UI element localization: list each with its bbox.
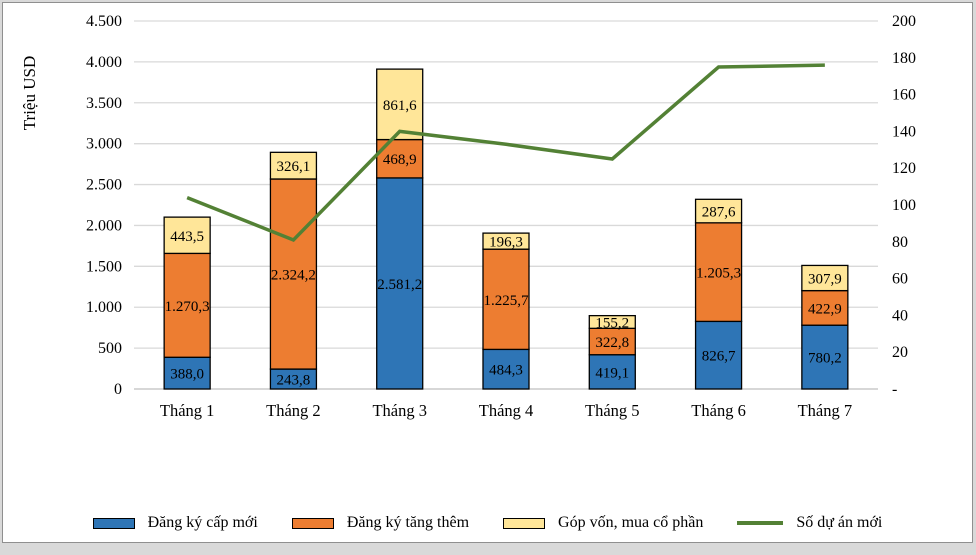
bar-segment (588, 327, 636, 356)
bar-value-label: 443,5 (170, 229, 204, 245)
bar-value-label: 484,3 (489, 363, 523, 379)
legend-item-so-du-an-moi: Số dự án mới (737, 514, 882, 532)
bar-value-label: 826,7 (702, 349, 736, 365)
x-axis-label: Tháng 2 (266, 401, 321, 420)
bar-segment (801, 264, 849, 292)
left-axis-tick-label: 3.000 (86, 136, 122, 153)
right-axis-tick-label: 200 (892, 13, 916, 30)
x-axis-label: Tháng 7 (798, 401, 853, 420)
bar-value-label: 326,1 (277, 159, 311, 175)
right-axis-tick-label: 140 (892, 123, 916, 140)
bar-segment (269, 178, 318, 370)
left-axis-tick-label: 3.500 (86, 95, 122, 112)
left-axis-tick-label: 4.500 (86, 13, 122, 30)
legend-item-gop-von-mua-co-phan: Góp vốn, mua cổ phần (503, 514, 703, 532)
right-axis-tick-label: 160 (892, 87, 916, 104)
bar-value-label: 419,1 (595, 365, 629, 381)
bar-value-label: 1.205,3 (696, 266, 741, 282)
legend-swatch-new-registration (92, 517, 135, 529)
bar-value-label: 388,0 (170, 367, 204, 383)
bar-segment (801, 324, 849, 390)
legend-swatch-line-series (737, 521, 784, 525)
right-axis-tick-label: 100 (892, 197, 916, 214)
bar-value-label: 1.225,7 (484, 293, 530, 309)
right-axis-tick-label: 20 (892, 344, 908, 361)
bar-value-label: 322,8 (595, 335, 629, 351)
left-axis-title: Triệu USD (20, 56, 39, 130)
left-axis-tick-label: 2.500 (86, 177, 122, 194)
right-axis-tick-label: 60 (892, 271, 908, 288)
bar-value-label: 468,9 (383, 152, 417, 168)
bar-value-label: 2.324,2 (271, 268, 316, 284)
bar-segment (482, 348, 530, 390)
bar-segment (694, 198, 743, 224)
x-axis-label: Tháng 5 (585, 401, 640, 420)
bar-segment (269, 151, 318, 180)
bar-segment (694, 320, 743, 390)
legend-swatch-additional-registration (291, 517, 334, 529)
bar-segment (482, 248, 530, 351)
line-series (186, 63, 825, 243)
x-axis-label: Tháng 6 (691, 401, 746, 420)
chart-canvas: 0 500 1.000 1.500 2.000 2.500 3.000 3.500 4.000 4… (20, 13, 916, 420)
bar-value-label: 780,2 (808, 351, 842, 367)
left-axis-tick-label: 4.000 (86, 54, 122, 71)
right-axis-tick-label: 40 (892, 307, 908, 324)
bar-value-label: 243,8 (277, 373, 311, 389)
left-axis-tick-label: 500 (98, 340, 122, 357)
bar-value-label: 307,9 (808, 272, 842, 288)
chart-legend: Đăng ký cấp mới Đăng ký tăng thêm Góp vố… (3, 514, 972, 532)
left-axis-tick-label: 0 (114, 381, 122, 398)
bar-segment (801, 289, 849, 326)
legend-label: Góp vốn, mua cổ phần (558, 514, 704, 531)
right-axis-tick-label: 180 (892, 50, 916, 67)
legend-item-dang-ky-cap-moi: Đăng ký cấp mới (92, 514, 258, 532)
bar-value-label: 196,3 (489, 235, 523, 251)
left-axis-tick-label: 2.000 (86, 217, 122, 234)
bar-segment (163, 216, 211, 255)
bar-segment (482, 232, 530, 250)
legend-label: Đăng ký cấp mới (147, 514, 258, 531)
left-axis-tick-label: 1.500 (86, 258, 122, 275)
bar-value-label: 287,6 (702, 205, 736, 221)
chart-panel: 0 500 1.000 1.500 2.000 2.500 3.000 3.500 4.000 4… (2, 2, 973, 543)
bar-segment (694, 222, 743, 323)
right-axis-tick-label: 120 (892, 160, 916, 177)
left-axis-tick-label: 1.000 (86, 299, 122, 316)
bar-segment (588, 314, 636, 329)
x-axis-label: Tháng 3 (372, 401, 427, 420)
bar-segment (163, 252, 211, 358)
bar-segment (376, 68, 424, 141)
x-axis-label: Tháng 4 (479, 401, 534, 420)
bar-value-label: 155,2 (595, 315, 629, 331)
bar-value-label: 422,9 (808, 301, 842, 317)
bar-value-label: 861,6 (383, 98, 417, 114)
bar-value-label: 2.581,2 (377, 277, 422, 293)
bar-value-label: 1.270,3 (165, 299, 210, 315)
legend-label: Số dự án mới (796, 514, 883, 531)
legend-item-dang-ky-tang-them: Đăng ký tăng thêm (291, 514, 470, 532)
right-axis-tick-label: 80 (892, 234, 908, 251)
x-axis-label: Tháng 1 (160, 401, 215, 420)
right-axis-tick-label: - (892, 381, 897, 398)
legend-swatch-capital-contribution (503, 517, 546, 529)
legend-label: Đăng ký tăng thêm (346, 514, 470, 531)
bar-segment (376, 177, 424, 390)
